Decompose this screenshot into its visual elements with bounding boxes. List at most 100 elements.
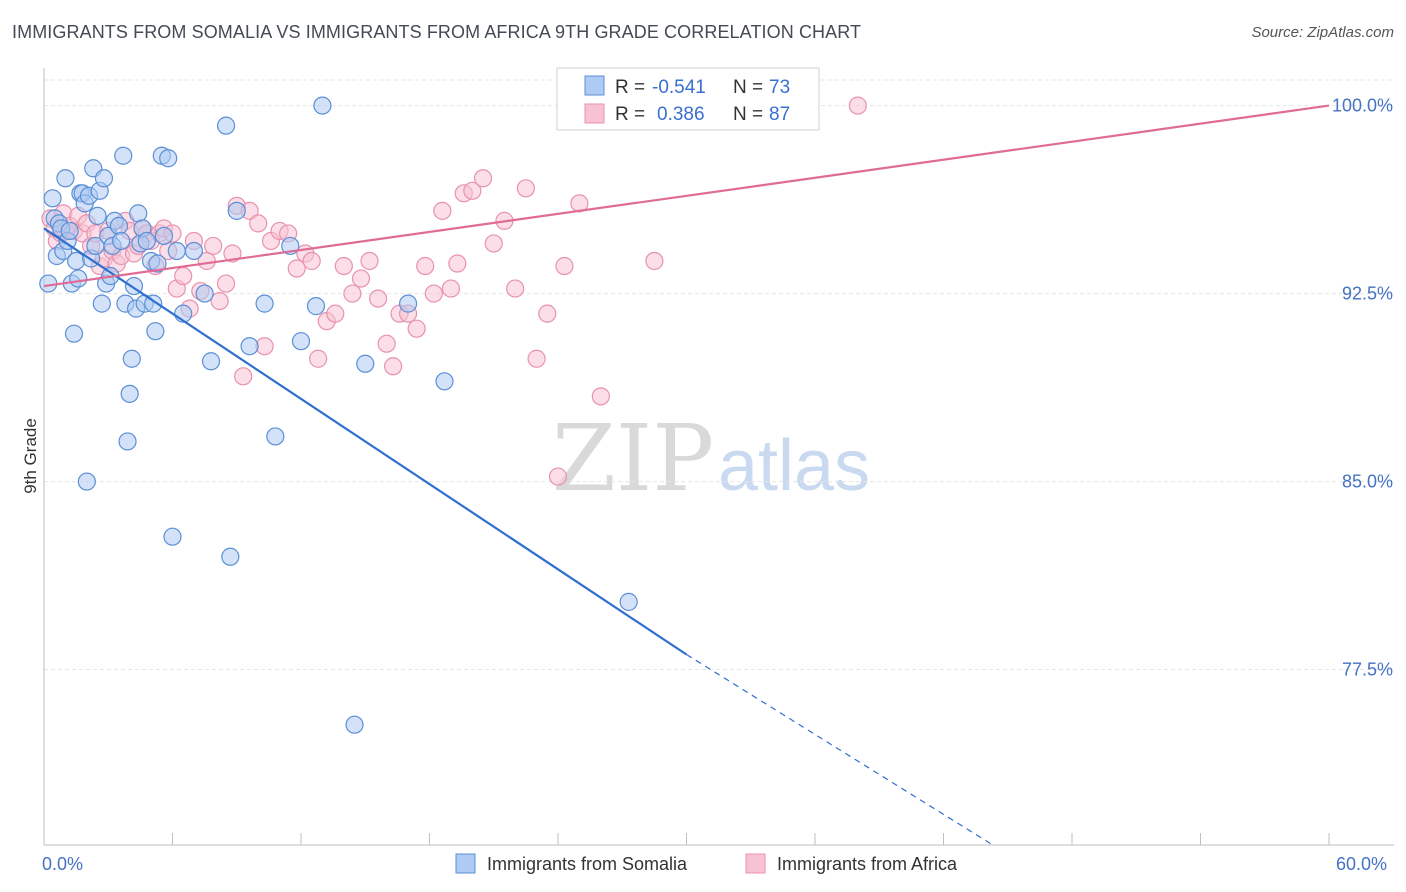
scatter-point xyxy=(146,322,165,341)
legend-n-label-somalia: N = xyxy=(733,77,763,98)
bottom-legend-swatch-africa xyxy=(745,853,766,874)
scatter-point xyxy=(64,324,84,343)
scatter-point xyxy=(118,432,137,451)
scatter-point xyxy=(313,96,332,115)
scatter-point xyxy=(266,427,285,446)
y-tick-label: 77.5% xyxy=(1342,660,1393,680)
scatter-point xyxy=(88,206,107,225)
somalia-trend-line xyxy=(43,227,688,656)
trend-lines xyxy=(43,104,1330,846)
scatter-point xyxy=(351,269,371,288)
scatter-point xyxy=(77,472,96,491)
scatter-point xyxy=(148,254,167,273)
scatter-point xyxy=(360,251,379,271)
y-tick-label: 85.0% xyxy=(1342,472,1393,492)
somalia-trend-extension xyxy=(686,654,994,846)
legend-r-label-somalia: R = xyxy=(615,77,645,98)
scatter-point xyxy=(111,231,131,251)
scatter-point xyxy=(548,467,568,486)
y-tick-labels: 77.5% 85.0% 92.5% 100.0% xyxy=(1332,96,1393,680)
scatter-point xyxy=(234,367,253,386)
scatter-point xyxy=(555,256,574,276)
scatter-point xyxy=(407,319,426,338)
scatter-point xyxy=(302,251,321,271)
legend-n-value-africa: 87 xyxy=(769,104,790,125)
scatter-point xyxy=(167,241,186,261)
scatter-point xyxy=(159,149,178,168)
y-tick-label: 92.5% xyxy=(1342,284,1393,304)
scatter-point xyxy=(137,231,156,251)
scatter-point xyxy=(201,352,221,371)
scatter-point xyxy=(345,715,364,734)
scatter-point xyxy=(433,201,452,220)
scatter-point xyxy=(240,337,259,356)
scatter-point xyxy=(109,216,129,236)
scatter-point xyxy=(195,284,214,303)
scatter-point xyxy=(69,269,88,288)
legend-n-value-somalia: 73 xyxy=(769,77,790,98)
legend-r-value-somalia: -0.541 xyxy=(652,77,706,98)
scatter-point xyxy=(326,304,345,323)
scatter-point xyxy=(67,251,86,271)
x-tick-label-min: 0.0% xyxy=(42,854,83,874)
scatter-point xyxy=(174,266,193,286)
scatter-point xyxy=(645,251,664,271)
scatter-point xyxy=(287,259,306,278)
scatter-point xyxy=(538,304,557,323)
scatter-point xyxy=(144,294,163,313)
scatter-point xyxy=(92,294,111,313)
scatter-point xyxy=(334,256,353,276)
scatter-point xyxy=(249,214,268,233)
y-axis-title: 9th Grade xyxy=(21,418,40,494)
scatter-point xyxy=(60,221,79,241)
scatter-point xyxy=(122,349,141,368)
x-tick-label-max: 60.0% xyxy=(1336,854,1387,874)
scatter-point xyxy=(377,334,396,353)
scatter-point xyxy=(463,181,482,200)
watermark-zip: ZIP xyxy=(552,405,714,512)
scatter-point xyxy=(484,234,503,253)
legend-n-label-africa: N = xyxy=(733,104,763,125)
scatter-point xyxy=(383,357,403,376)
scatter-point xyxy=(527,349,546,368)
legend-swatch-somalia xyxy=(584,75,605,96)
scatter-point xyxy=(184,241,204,261)
scatter-point xyxy=(473,169,493,188)
scatter-point xyxy=(619,592,638,611)
chart-title: IMMIGRANTS FROM SOMALIA VS IMMIGRANTS FR… xyxy=(12,22,862,42)
scatter-point xyxy=(129,204,148,223)
scatter-point xyxy=(255,294,274,313)
scatter-point xyxy=(114,146,133,165)
y-tick-label: 100.0% xyxy=(1332,96,1393,116)
scatter-point xyxy=(343,284,362,303)
watermark-atlas: atlas xyxy=(718,426,870,506)
scatter-point xyxy=(94,169,114,188)
scatter-point xyxy=(424,284,443,303)
scatter-point xyxy=(356,354,375,373)
africa-trend-line xyxy=(43,104,1330,288)
bottom-legend-swatch-somalia xyxy=(455,853,476,874)
chart-source: Source: ZipAtlas.com xyxy=(1251,24,1394,41)
correlation-legend: R = -0.541 N = 73 R = 0.386 N = 87 xyxy=(556,67,820,131)
scatter-point xyxy=(120,384,139,403)
scatter-point xyxy=(56,169,75,188)
legend-r-value-africa: 0.386 xyxy=(657,104,705,125)
scatter-point xyxy=(221,547,240,566)
scatter-point xyxy=(306,297,326,316)
scatter-point xyxy=(216,116,236,135)
scatter-point xyxy=(448,254,467,273)
scatter-point xyxy=(154,226,174,246)
scatter-point xyxy=(204,236,223,256)
scatter-point xyxy=(163,527,182,546)
scatter-point xyxy=(435,372,454,391)
scatter-point xyxy=(506,279,525,298)
scatter-point xyxy=(416,256,435,276)
scatter-point xyxy=(43,189,62,208)
scatter-point xyxy=(398,294,418,313)
bottom-legend-label-somalia: Immigrants from Somalia xyxy=(487,854,688,874)
bottom-legend-label-africa: Immigrants from Africa xyxy=(777,854,958,874)
x-ticks xyxy=(43,833,1330,845)
legend-swatch-africa xyxy=(584,103,605,124)
scatter-point xyxy=(210,292,229,311)
